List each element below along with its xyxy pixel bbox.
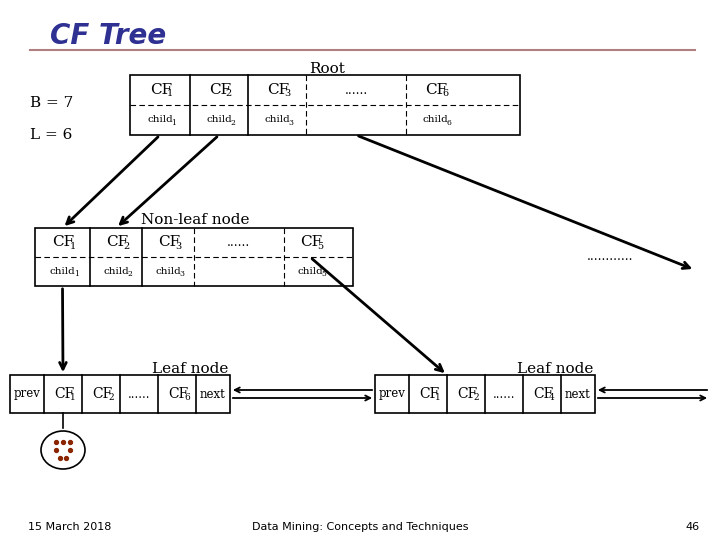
Text: 2: 2 bbox=[127, 271, 132, 279]
Text: 2: 2 bbox=[108, 393, 114, 402]
Text: CF: CF bbox=[419, 387, 439, 401]
Text: 1: 1 bbox=[435, 393, 441, 402]
Text: ............: ............ bbox=[587, 251, 634, 264]
Bar bbox=[375, 375, 595, 413]
Text: child: child bbox=[147, 116, 173, 125]
Text: CF: CF bbox=[54, 387, 74, 401]
Ellipse shape bbox=[41, 431, 85, 469]
Text: CF: CF bbox=[209, 83, 231, 97]
Text: ......: ...... bbox=[492, 388, 516, 401]
Text: 2: 2 bbox=[230, 119, 235, 127]
Text: CF: CF bbox=[457, 387, 477, 401]
Text: 2: 2 bbox=[473, 393, 479, 402]
Text: 2: 2 bbox=[226, 90, 232, 98]
Bar bbox=[130, 75, 520, 135]
Text: Root: Root bbox=[309, 62, 345, 76]
Text: child: child bbox=[103, 267, 129, 276]
Text: 2: 2 bbox=[123, 242, 129, 251]
Text: CF: CF bbox=[92, 387, 112, 401]
Text: child: child bbox=[206, 116, 232, 125]
Text: ......: ...... bbox=[127, 388, 150, 401]
Text: child: child bbox=[297, 267, 323, 276]
Text: child: child bbox=[422, 116, 448, 125]
Text: 3: 3 bbox=[175, 242, 181, 251]
Text: CF: CF bbox=[150, 83, 172, 97]
Text: 1: 1 bbox=[171, 119, 176, 127]
Bar bbox=[35, 228, 353, 286]
Text: prev: prev bbox=[379, 388, 405, 401]
Text: 1: 1 bbox=[167, 90, 173, 98]
Text: 3: 3 bbox=[179, 271, 184, 279]
Text: child: child bbox=[155, 267, 181, 276]
Text: 4: 4 bbox=[549, 393, 555, 402]
Text: ......: ...... bbox=[228, 236, 251, 249]
Text: 1: 1 bbox=[69, 242, 76, 251]
Text: CF: CF bbox=[533, 387, 553, 401]
Text: CF: CF bbox=[425, 83, 447, 97]
Text: B = 7: B = 7 bbox=[30, 96, 73, 110]
Text: 6: 6 bbox=[184, 393, 190, 402]
Text: 5: 5 bbox=[322, 271, 326, 279]
Text: next: next bbox=[200, 388, 226, 401]
Text: CF: CF bbox=[158, 235, 180, 249]
Text: CF: CF bbox=[168, 387, 188, 401]
Text: Leaf node: Leaf node bbox=[152, 362, 228, 376]
Text: CF Tree: CF Tree bbox=[50, 22, 166, 50]
Text: CF: CF bbox=[300, 235, 322, 249]
Text: prev: prev bbox=[14, 388, 40, 401]
Text: CF: CF bbox=[53, 235, 75, 249]
Text: ......: ...... bbox=[344, 84, 368, 97]
Text: L = 6: L = 6 bbox=[30, 128, 73, 142]
Text: Leaf node: Leaf node bbox=[517, 362, 593, 376]
Text: 3: 3 bbox=[289, 119, 294, 127]
Text: Non-leaf node: Non-leaf node bbox=[140, 213, 249, 227]
Text: 1: 1 bbox=[74, 271, 79, 279]
Text: 5: 5 bbox=[317, 242, 323, 251]
Bar bbox=[10, 375, 230, 413]
Text: child: child bbox=[50, 267, 76, 276]
Text: CF: CF bbox=[106, 235, 128, 249]
Text: 1: 1 bbox=[70, 393, 76, 402]
Text: 46: 46 bbox=[686, 522, 700, 532]
Text: 6: 6 bbox=[446, 119, 451, 127]
Text: 3: 3 bbox=[284, 90, 290, 98]
Text: child: child bbox=[264, 116, 290, 125]
Text: next: next bbox=[565, 388, 591, 401]
Text: 15 March 2018: 15 March 2018 bbox=[28, 522, 112, 532]
Text: CF: CF bbox=[267, 83, 289, 97]
Text: 6: 6 bbox=[442, 90, 448, 98]
Text: Data Mining: Concepts and Techniques: Data Mining: Concepts and Techniques bbox=[252, 522, 468, 532]
